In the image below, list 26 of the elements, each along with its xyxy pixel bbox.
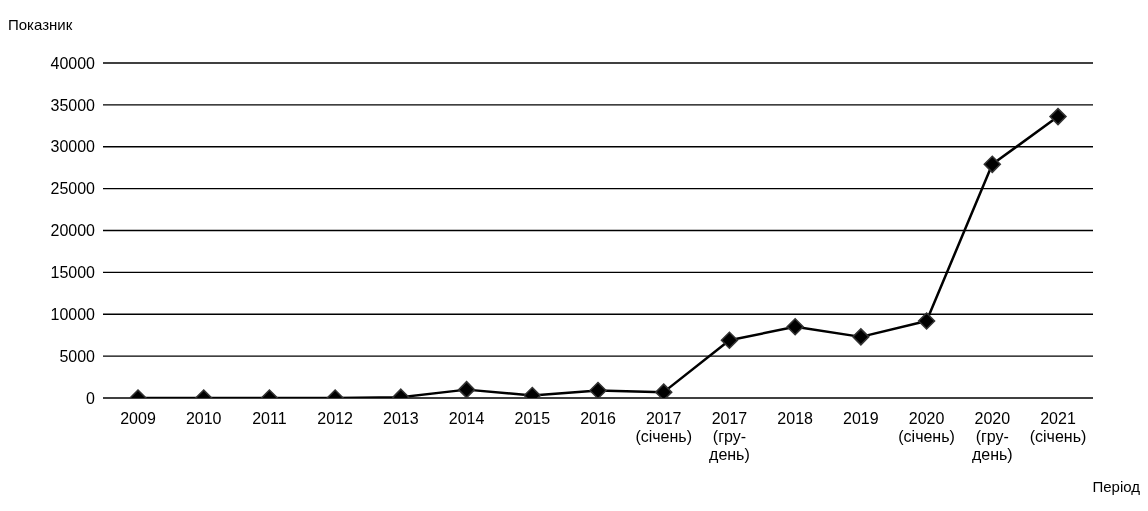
x-tick-label: 2012	[317, 410, 354, 427]
x-axis-title: Період	[1092, 478, 1140, 495]
x-tick-label: 2009	[120, 410, 156, 427]
x-tick-label: 2017 (січень)	[635, 410, 693, 445]
x-tick-label: 2019	[843, 410, 879, 427]
y-tick-label: 5000	[59, 347, 96, 365]
x-tick-label: 2021 (січень)	[1029, 410, 1087, 445]
x-tick-label: 2020 (січень)	[898, 410, 955, 445]
y-tick-label: 15000	[50, 264, 96, 282]
y-tick-label: 0	[86, 389, 96, 407]
y-tick-label: 10000	[50, 305, 96, 323]
x-tick-label: 2014	[448, 410, 485, 427]
y-tick-label: 20000	[50, 222, 96, 240]
y-tick-label: 35000	[50, 96, 96, 114]
x-tick-label: 2016	[580, 410, 616, 427]
x-tick-label: 2017 (гру- день)	[709, 410, 750, 463]
y-axis-title: Показник	[8, 16, 73, 33]
x-tick-label: 2010	[185, 410, 222, 427]
x-tick-label: 2018	[777, 410, 814, 427]
x-tick-label: 2011	[252, 410, 287, 427]
y-tick-label: 40000	[50, 54, 96, 72]
x-tick-label: 2020 (гру- день)	[971, 410, 1013, 463]
x-tick-label: 2013	[383, 410, 419, 427]
x-tick-label: 2015	[514, 410, 551, 427]
y-tick-label: 30000	[50, 138, 96, 156]
y-tick-label: 25000	[50, 180, 96, 198]
